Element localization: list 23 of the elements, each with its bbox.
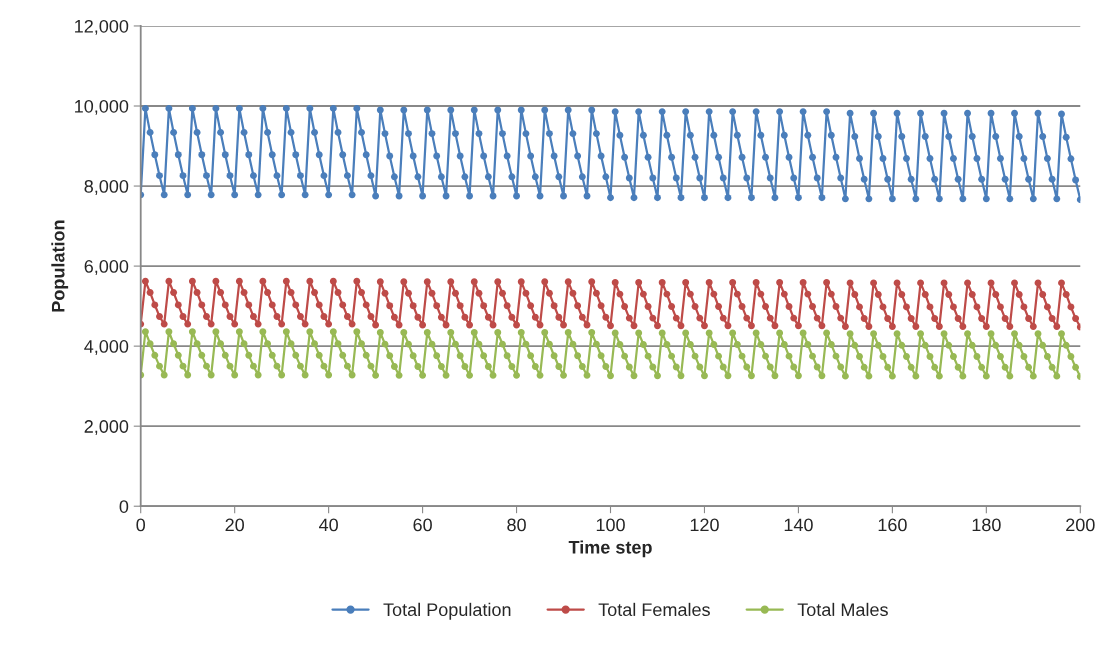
x-tick-label: 140 (784, 518, 813, 532)
y-tick-label: 2,000 (84, 420, 129, 436)
y-tick-label: 10,000 (75, 99, 129, 115)
x-axis-title: Time step (568, 540, 652, 558)
y-tick-label: 4,000 (84, 340, 129, 355)
y-axis-title: Population (51, 220, 69, 312)
legend-label: Total Population (383, 602, 511, 620)
legend-label: Total Females (598, 602, 710, 617)
y-tick-label: 6,000 (84, 260, 129, 275)
x-tick-label: 40 (319, 518, 338, 532)
x-tick-label: 60 (413, 518, 432, 532)
x-tick-label: 0 (136, 518, 146, 532)
x-tick-label: 200 (1066, 518, 1095, 532)
legend-label: Total Males (797, 602, 888, 617)
x-tick-label: 120 (690, 518, 719, 532)
x-tick-label: 160 (878, 518, 907, 532)
x-tick-label: 20 (225, 518, 245, 532)
x-tick-label: 180 (972, 518, 1001, 532)
x-tick-label: 100 (596, 518, 625, 532)
y-tick-label: 8,000 (84, 179, 129, 195)
x-tick-label: 80 (507, 518, 526, 532)
y-tick-label: 0 (119, 500, 129, 513)
y-tick-label: 12,000 (75, 19, 129, 35)
